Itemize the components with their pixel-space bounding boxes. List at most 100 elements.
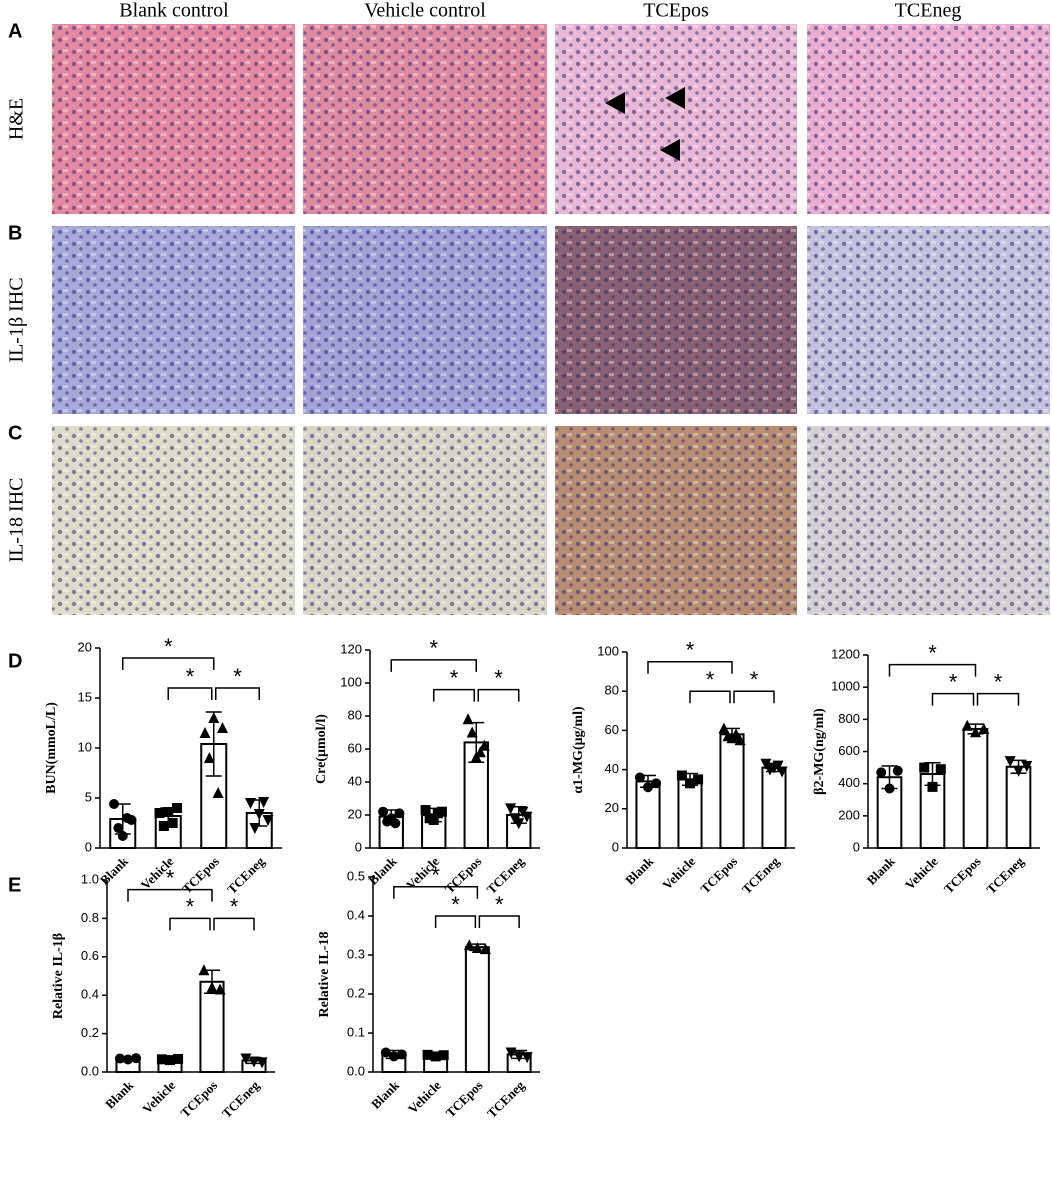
y-tick-label: 0 xyxy=(612,839,619,854)
data-point xyxy=(1004,756,1016,768)
row-label: IL-18 IHC xyxy=(6,478,28,563)
y-tick-label: 0.0 xyxy=(347,1063,365,1078)
micrographs xyxy=(52,24,1050,615)
bar xyxy=(719,733,745,850)
data-point xyxy=(214,983,226,995)
data-point xyxy=(651,778,662,789)
significance-bracket xyxy=(478,915,520,928)
data-point xyxy=(1013,765,1024,777)
significance-bracket xyxy=(888,663,977,677)
significance-bracket xyxy=(733,690,775,704)
data-point xyxy=(521,1052,533,1064)
significance-star: * xyxy=(164,634,173,659)
data-point xyxy=(163,807,174,817)
significance-bracket xyxy=(434,915,477,928)
significance-star: * xyxy=(494,665,503,690)
y-tick-label: 0 xyxy=(355,839,362,854)
y-tick-label: 60 xyxy=(348,740,362,755)
y-tick-label: 60 xyxy=(605,722,619,737)
data-point xyxy=(256,1057,268,1069)
data-point xyxy=(884,783,895,794)
y-tick-label: 1200 xyxy=(831,646,860,661)
data-point xyxy=(479,943,491,955)
data-point xyxy=(240,1053,252,1065)
significance-star: * xyxy=(450,665,459,690)
y-tick-label: 0.5 xyxy=(347,868,365,883)
x-tick-label: TCEneg xyxy=(219,1077,263,1121)
data-point xyxy=(248,1056,260,1068)
column-title: TCEneg xyxy=(895,0,962,22)
panel-label: C xyxy=(8,422,22,444)
y-tick-label: 120 xyxy=(340,641,362,656)
x-tick-label: TCEpos xyxy=(941,854,984,897)
significance-star: * xyxy=(451,892,460,917)
x-tick-label: Vehicle xyxy=(902,853,941,892)
data-point xyxy=(262,815,274,826)
y-tick-label: 0.8 xyxy=(81,910,99,925)
x-tick-label: Blank xyxy=(368,1077,403,1112)
y-tick-label: 0.1 xyxy=(347,1024,365,1039)
data-point xyxy=(390,818,401,829)
y-tick-label: 100 xyxy=(340,674,362,689)
significance-star: * xyxy=(431,863,440,888)
data-point xyxy=(206,981,218,993)
data-point xyxy=(927,781,938,792)
x-tick-label: TCEpos xyxy=(443,1078,486,1121)
data-point xyxy=(126,815,137,825)
data-point xyxy=(422,1049,433,1060)
data-point xyxy=(772,760,784,772)
column-title: TCEpos xyxy=(643,0,709,22)
data-point xyxy=(438,1050,449,1061)
y-axis-label: Relative IL-18 xyxy=(317,932,332,1018)
x-tick-label: TCEneg xyxy=(983,853,1027,897)
data-point xyxy=(521,811,533,823)
data-point xyxy=(420,805,431,816)
significance-star: * xyxy=(686,638,695,663)
significance-star: * xyxy=(706,667,715,692)
significance-bracket xyxy=(122,657,215,670)
y-tick-label: 5 xyxy=(85,789,92,804)
x-tick-label: Blank xyxy=(365,853,400,888)
arrowhead xyxy=(605,92,625,114)
data-point xyxy=(935,764,946,775)
significance-bracket xyxy=(167,687,213,700)
significance-star: * xyxy=(186,894,195,919)
data-point xyxy=(876,767,887,778)
y-tick-label: 40 xyxy=(348,773,362,788)
significance-star: * xyxy=(928,640,937,665)
y-tick-label: 20 xyxy=(605,800,619,815)
significance-bracket xyxy=(477,688,520,702)
data-point xyxy=(167,818,178,828)
x-tick-label: TCEneg xyxy=(484,1077,528,1121)
x-tick-label: Blank xyxy=(102,1077,137,1112)
y-tick-label: 0.2 xyxy=(81,1025,99,1040)
significance-bracket xyxy=(689,690,731,704)
y-axis-label: Relative IL-1β xyxy=(51,933,66,1019)
data-point xyxy=(961,719,973,731)
arrowhead xyxy=(660,139,680,161)
data-point xyxy=(198,964,210,976)
x-tick-label: TCEneg xyxy=(224,853,268,897)
x-tick-label: TCEpos xyxy=(697,854,740,897)
data-point xyxy=(693,774,704,785)
data-point xyxy=(378,806,389,817)
significance-bracket xyxy=(169,917,211,931)
data-point xyxy=(430,1051,441,1062)
significance-star: * xyxy=(994,669,1003,694)
data-point xyxy=(388,1051,399,1062)
y-tick-label: 80 xyxy=(605,683,619,698)
data-point xyxy=(244,798,256,809)
data-point xyxy=(505,1047,517,1059)
y-tick-label: 1.0 xyxy=(81,871,99,886)
data-point xyxy=(919,762,930,773)
y-tick-label: 0 xyxy=(85,839,92,854)
data-point xyxy=(217,722,229,733)
data-point xyxy=(760,758,772,770)
data-point xyxy=(249,823,261,834)
data-point xyxy=(513,1051,525,1063)
y-tick-label: 10 xyxy=(78,739,92,754)
data-point xyxy=(643,782,653,793)
significance-star: * xyxy=(429,636,438,661)
y-tick-label: 0.4 xyxy=(81,987,99,1002)
data-point xyxy=(634,772,645,783)
